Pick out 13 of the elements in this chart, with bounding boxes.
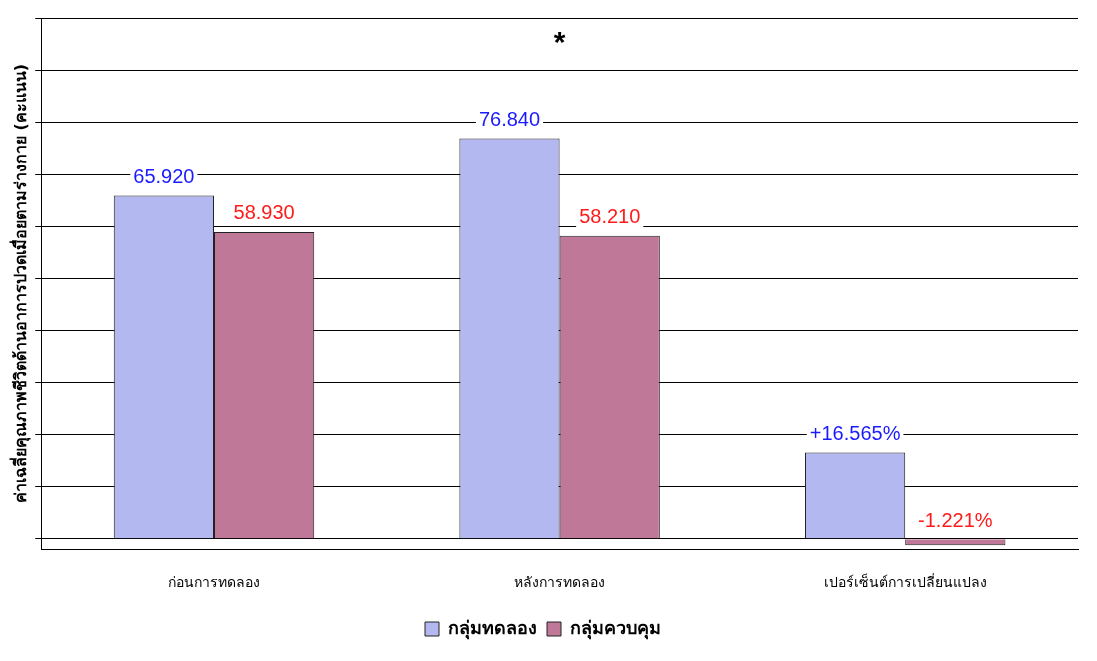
data-label: 65.920 [133, 165, 195, 187]
x-tick-label: เปอร์เซ็นต์การเปลี่ยนแปลง [823, 573, 987, 591]
data-label: -1.221% [918, 508, 993, 531]
x-tick-label: ก่อนการทดลอง [168, 574, 260, 591]
annotation: * [553, 25, 566, 59]
x-tick-label: หลังการทดลอง [514, 574, 606, 591]
data-label: 58.930 [233, 201, 295, 224]
data-label: 58.210 [579, 205, 641, 228]
data-label: 76.840 [478, 108, 541, 131]
data-label: +16.565% [809, 422, 901, 445]
legend-label: กลุ่มควบคุม [570, 616, 661, 640]
y-axis-title: ค่าเฉลี่ยคุณภาพชีวิตด้านอาการปวดเมื่อยตามร่างกาย (คะแนน) [8, 64, 31, 504]
legend-label: กลุ่มทดลอง [448, 616, 537, 640]
